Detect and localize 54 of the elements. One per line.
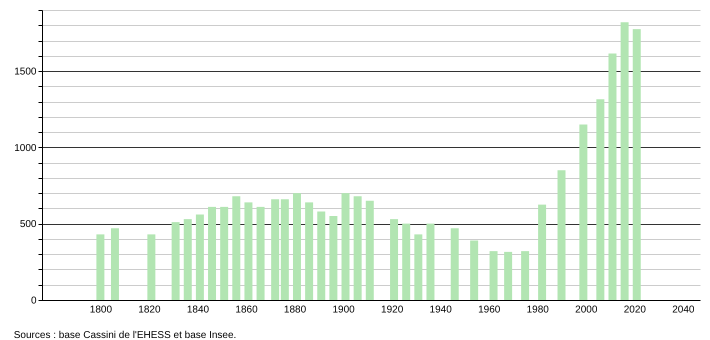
bar: [366, 200, 374, 300]
bar: [579, 124, 588, 300]
bar: [292, 193, 301, 300]
x-tick-label: 2020: [624, 304, 646, 316]
bar: [402, 224, 410, 300]
bar: [271, 199, 280, 300]
bar: [558, 170, 566, 300]
bar: [354, 196, 362, 300]
bar: [305, 202, 314, 300]
bar: [538, 204, 546, 300]
bar: [96, 234, 104, 300]
y-tick-label: 500: [20, 219, 37, 230]
bar: [244, 202, 252, 300]
bar: [596, 99, 604, 300]
bar: [184, 219, 192, 300]
x-tick-label: 2040: [672, 304, 695, 316]
bar: [426, 224, 434, 300]
bar: [342, 193, 350, 300]
x-tick-label: 1880: [284, 304, 307, 316]
x-tick-label: 1960: [478, 304, 501, 316]
bar: [220, 206, 228, 300]
bar: [280, 199, 289, 300]
bar: [390, 219, 398, 300]
x-tick-label: 1820: [138, 304, 161, 316]
bar: [232, 196, 240, 300]
x-tick-label: 1860: [235, 304, 258, 316]
x-tick-label: 1940: [430, 304, 452, 316]
bar: [147, 234, 156, 300]
bar: [490, 251, 498, 300]
y-tick-label: 1000: [14, 142, 37, 154]
bar: [110, 228, 119, 300]
bar: [317, 211, 326, 300]
bar: [620, 22, 629, 300]
bar: [414, 234, 422, 300]
bar: [521, 251, 530, 300]
bar: [329, 216, 338, 300]
bar: [450, 228, 459, 300]
y-tick-label: 1500: [14, 66, 37, 78]
bar: [208, 206, 216, 300]
bar: [172, 222, 180, 300]
y-tick-label: 0: [30, 296, 37, 306]
bar: [470, 240, 478, 300]
x-tick-label: 1840: [186, 304, 210, 316]
x-tick-label: 1900: [332, 304, 356, 316]
bar: [504, 252, 512, 300]
bar: [256, 206, 265, 300]
bar: [608, 54, 616, 300]
x-tick-label: 1980: [526, 304, 550, 316]
x-tick-label: 1920: [381, 304, 404, 316]
source-note: Sources : base Cassini de l'EHESS et base Insee.: [14, 330, 236, 340]
bar: [632, 29, 641, 300]
bar: [196, 214, 204, 300]
x-tick-label: 1800: [90, 304, 112, 316]
x-tick-label: 2000: [575, 304, 598, 316]
